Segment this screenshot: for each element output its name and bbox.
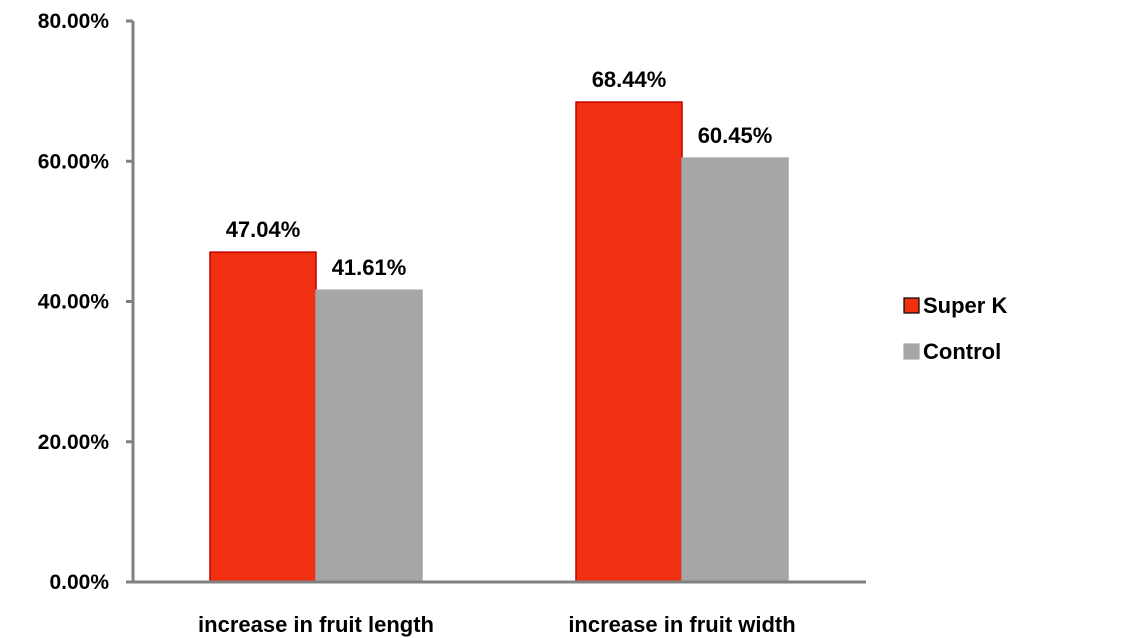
y-tick-label: 40.00%	[38, 291, 110, 314]
legend-swatch	[904, 344, 919, 359]
bar-control	[316, 290, 422, 582]
category-labels-layer: increase in fruit length increase in frui…	[198, 612, 796, 637]
bar-super-k	[210, 252, 316, 582]
data-label: 60.45%	[698, 123, 773, 148]
legend-label: Control	[923, 339, 1001, 364]
y-tick-label: 0.00%	[49, 571, 109, 594]
y-ticks-layer: 0.00% 20.00% 40.00% 60.00% 80.00%	[38, 10, 133, 594]
data-label: 41.61%	[332, 255, 407, 280]
data-label: 68.44%	[592, 67, 667, 92]
legend: Super K Control	[904, 293, 1007, 364]
legend-label: Super K	[923, 293, 1007, 318]
bars-layer	[210, 102, 788, 582]
y-tick-label: 20.00%	[38, 431, 110, 454]
legend-swatch	[904, 298, 919, 313]
y-tick-label: 60.00%	[38, 150, 110, 173]
category-label: increase in fruit width	[568, 612, 795, 637]
data-label: 47.04%	[226, 217, 301, 242]
y-tick-label: 80.00%	[38, 10, 110, 33]
bar-super-k	[576, 102, 682, 582]
bar-control	[682, 158, 788, 582]
category-label: increase in fruit length	[198, 612, 434, 637]
